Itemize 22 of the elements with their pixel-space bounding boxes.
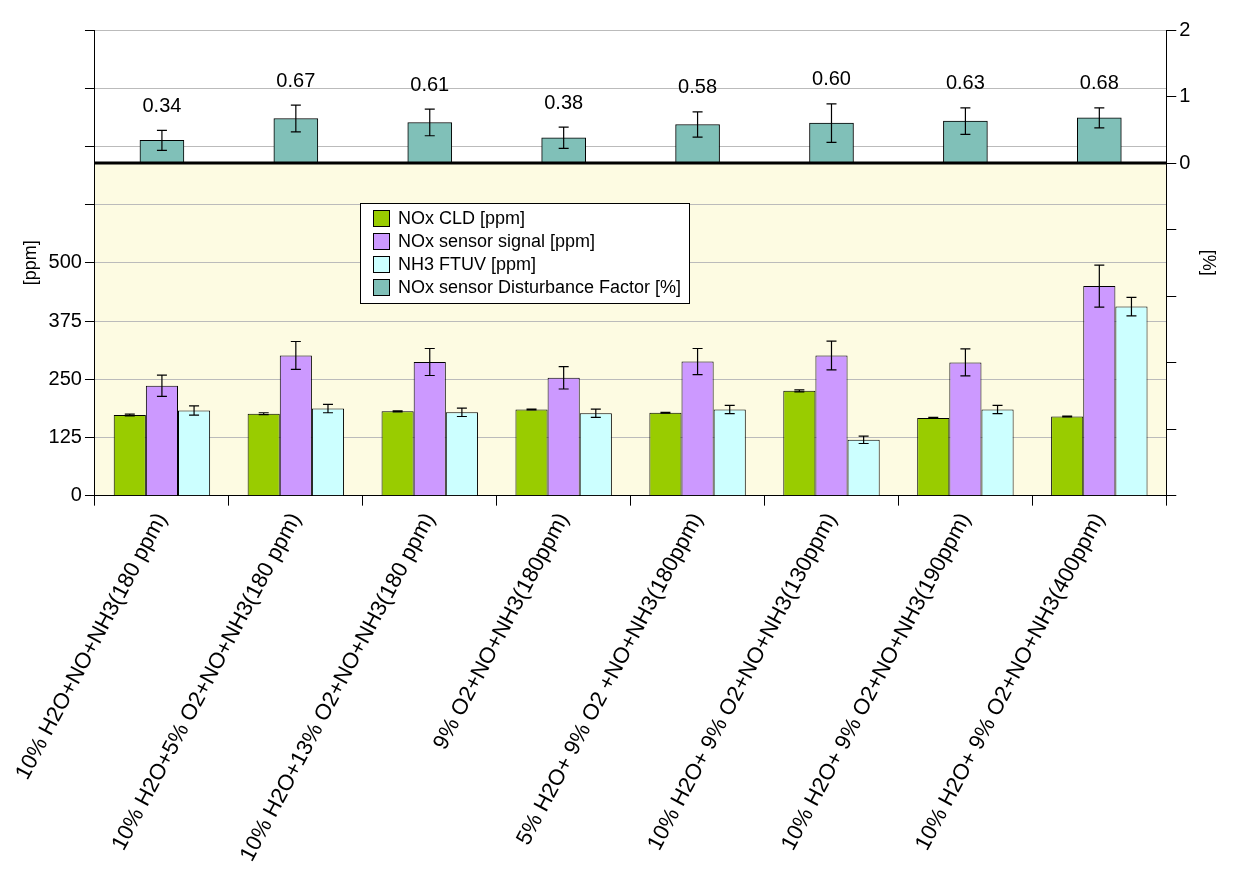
data-label: 0.63 [945, 71, 985, 94]
legend-label: NOx CLD [ppm] [398, 207, 526, 230]
y-tick-label: 0 [70, 483, 82, 506]
y2-tick-label: 2 [1179, 17, 1191, 40]
legend-label: NOx sensor signal [ppm] [398, 230, 596, 253]
data-label: 0.34 [142, 93, 182, 116]
y-tick-label: 250 [48, 366, 82, 389]
legend-label: NOx sensor Disturbance Factor [%] [398, 276, 682, 299]
data-label: 0.68 [1079, 71, 1119, 94]
legend-label: NH3 FTUV [ppm] [398, 253, 537, 276]
y2-tick-label: 1 [1179, 84, 1191, 107]
data-label: 0.38 [544, 90, 584, 113]
y2-axis-title: [%] [1199, 249, 1220, 276]
y-axis-title: [ppm] [19, 240, 40, 286]
data-label: 0.61 [410, 72, 450, 95]
y-tick-label: 500 [48, 250, 82, 273]
data-label: 0.60 [812, 67, 851, 90]
y2-tick-label: 0 [1179, 150, 1191, 173]
data-label: 0.58 [678, 75, 718, 98]
y-tick-label: 125 [48, 424, 82, 447]
y-tick-label: 375 [48, 308, 82, 331]
data-label: 0.67 [276, 68, 316, 91]
